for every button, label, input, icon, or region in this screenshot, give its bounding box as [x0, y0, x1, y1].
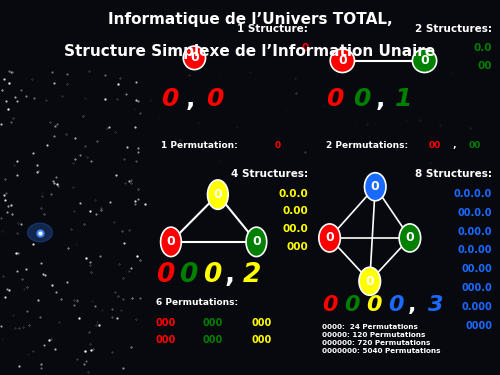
Text: 0: 0	[275, 141, 281, 150]
Text: 1 Structure:: 1 Structure:	[238, 24, 308, 34]
Text: 0: 0	[166, 236, 175, 248]
Text: 0: 0	[161, 87, 178, 111]
Text: 0: 0	[366, 295, 382, 315]
Text: 0.0.0: 0.0.0	[278, 189, 308, 199]
Text: 00.0: 00.0	[282, 224, 308, 234]
Text: 00: 00	[478, 61, 492, 71]
Text: 0000000: 5040 Permutations: 0000000: 5040 Permutations	[322, 348, 441, 354]
Text: 0.00.0: 0.00.0	[458, 226, 492, 237]
Text: 000.0: 000.0	[462, 283, 492, 293]
Circle shape	[28, 223, 52, 242]
Text: 4 Structures:: 4 Structures:	[231, 169, 308, 179]
Text: 0: 0	[366, 275, 374, 288]
Text: ,: ,	[450, 141, 463, 150]
Ellipse shape	[246, 227, 266, 256]
Text: 0.0.00: 0.0.00	[458, 245, 492, 255]
Text: Informatique de l’Univers TOTAL,: Informatique de l’Univers TOTAL,	[108, 12, 393, 27]
Text: 0: 0	[326, 87, 344, 111]
Text: 000: 000	[252, 318, 272, 328]
Text: 0000: 0000	[465, 321, 492, 331]
Text: 6 Permutations:: 6 Permutations:	[156, 298, 238, 307]
Text: 0: 0	[354, 87, 370, 111]
Text: 0: 0	[180, 262, 198, 288]
Text: 0: 0	[420, 54, 429, 67]
Text: 2 Permutations:: 2 Permutations:	[326, 141, 411, 150]
Text: 0: 0	[344, 295, 360, 315]
Text: 00.0.0: 00.0.0	[458, 208, 492, 218]
Ellipse shape	[160, 227, 182, 256]
Text: 000: 000	[203, 335, 223, 345]
Text: 0: 0	[388, 295, 404, 315]
Text: 000000: 720 Permutations: 000000: 720 Permutations	[322, 340, 430, 346]
Text: Structure Simplexe de l’Information Unaire: Structure Simplexe de l’Information Unai…	[64, 44, 436, 59]
Text: 0000:  24 Permutations: 0000: 24 Permutations	[322, 324, 418, 330]
Text: 00: 00	[428, 141, 440, 150]
Ellipse shape	[399, 224, 420, 252]
Text: 3: 3	[428, 295, 444, 315]
Text: 0: 0	[338, 54, 347, 67]
Ellipse shape	[184, 46, 206, 70]
Text: 00.00: 00.00	[462, 264, 492, 274]
Text: 0: 0	[371, 180, 380, 193]
Text: ,: ,	[186, 87, 196, 111]
Ellipse shape	[208, 180, 228, 209]
Text: 2: 2	[243, 262, 262, 288]
Text: 0.0.0.0: 0.0.0.0	[454, 189, 492, 199]
Text: 00: 00	[468, 141, 480, 150]
Text: 0: 0	[252, 236, 261, 248]
Text: ,: ,	[408, 295, 416, 315]
Text: 2 Structures:: 2 Structures:	[415, 24, 492, 34]
Text: 0: 0	[322, 295, 338, 315]
Text: 0: 0	[406, 231, 414, 244]
Text: ,: ,	[375, 87, 384, 111]
Ellipse shape	[359, 267, 380, 295]
Text: 0: 0	[206, 87, 224, 111]
Text: 0: 0	[301, 43, 308, 53]
Text: 0: 0	[156, 262, 174, 288]
Ellipse shape	[319, 224, 340, 252]
Text: 000: 000	[156, 335, 176, 345]
Text: 0.00: 0.00	[282, 206, 308, 216]
Ellipse shape	[364, 173, 386, 201]
Text: ,: ,	[224, 262, 234, 288]
Text: 000: 000	[156, 318, 176, 328]
Text: 0.0: 0.0	[474, 43, 492, 53]
Text: 1: 1	[396, 87, 412, 111]
Text: 0: 0	[190, 51, 199, 64]
Text: 000: 000	[203, 318, 223, 328]
Ellipse shape	[330, 49, 354, 72]
Text: 0: 0	[325, 231, 334, 244]
Text: 000: 000	[286, 242, 308, 252]
Ellipse shape	[412, 49, 436, 72]
Text: 0: 0	[203, 262, 221, 288]
Text: 1 Permutation:: 1 Permutation:	[161, 141, 241, 150]
Text: 00000: 120 Permutations: 00000: 120 Permutations	[322, 332, 426, 338]
Text: 8 Structures:: 8 Structures:	[415, 169, 492, 179]
Text: 000: 000	[252, 335, 272, 345]
Text: 0.000: 0.000	[462, 302, 492, 312]
Text: 0: 0	[214, 188, 222, 201]
